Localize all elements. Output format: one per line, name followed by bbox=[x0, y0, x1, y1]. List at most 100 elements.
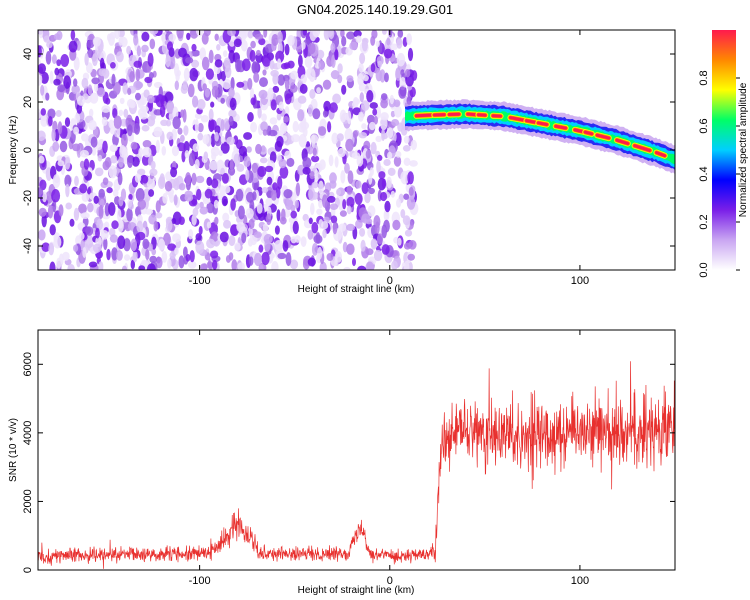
noise-speck bbox=[400, 170, 410, 185]
noise-speck bbox=[137, 199, 146, 210]
noise-speck bbox=[109, 227, 116, 237]
noise-speck bbox=[53, 33, 61, 40]
noise-speck bbox=[396, 198, 402, 208]
noise-speck bbox=[92, 36, 101, 47]
noise-speck bbox=[363, 140, 371, 151]
noise-speck bbox=[318, 219, 324, 229]
noise-speck bbox=[102, 140, 108, 154]
noise-speck bbox=[381, 178, 387, 189]
noise-speck bbox=[151, 248, 157, 256]
noise-speck bbox=[135, 188, 145, 202]
noise-speck bbox=[155, 212, 163, 219]
noise-speck bbox=[297, 95, 307, 104]
noise-speck bbox=[148, 72, 154, 79]
noise-speck bbox=[286, 157, 295, 167]
noise-speck bbox=[121, 133, 128, 147]
x-tick-label: 100 bbox=[571, 275, 589, 287]
noise-speck bbox=[146, 94, 155, 104]
noise-speck bbox=[87, 186, 91, 195]
noise-speck bbox=[183, 67, 190, 82]
noise-speck bbox=[45, 51, 52, 65]
noise-speck bbox=[38, 155, 45, 164]
noise-speck bbox=[60, 54, 70, 67]
noise-speck bbox=[191, 172, 197, 186]
noise-speck bbox=[384, 72, 389, 83]
noise-speck bbox=[368, 187, 375, 195]
noise-speck bbox=[64, 117, 71, 127]
noise-speck bbox=[47, 116, 53, 127]
noise-speck bbox=[142, 146, 152, 158]
noise-speck bbox=[390, 43, 399, 51]
noise-speck bbox=[352, 101, 359, 108]
noise-speck bbox=[329, 180, 337, 189]
noise-speck bbox=[231, 259, 238, 270]
noise-speck bbox=[318, 60, 325, 70]
noise-speck bbox=[135, 81, 144, 89]
noise-speck bbox=[208, 49, 214, 64]
noise-speck bbox=[183, 141, 190, 154]
noise-speck bbox=[203, 30, 211, 37]
noise-speck bbox=[289, 259, 299, 270]
noise-speck bbox=[275, 186, 281, 199]
noise-speck bbox=[117, 235, 126, 249]
noise-speck bbox=[185, 172, 192, 186]
snr-series-line bbox=[38, 361, 675, 569]
noise-speck bbox=[166, 100, 175, 114]
noise-speck bbox=[358, 132, 367, 139]
noise-speck bbox=[133, 122, 141, 135]
noise-speck bbox=[102, 177, 109, 186]
noise-speck bbox=[191, 59, 200, 68]
noise-speck bbox=[375, 135, 383, 143]
noise-speck bbox=[404, 260, 410, 270]
noise-speck bbox=[386, 37, 391, 46]
noise-speck bbox=[52, 141, 60, 152]
ridge-band bbox=[405, 106, 675, 168]
noise-speck bbox=[173, 177, 180, 191]
noise-speck bbox=[409, 160, 418, 167]
noise-speck bbox=[79, 183, 88, 194]
noise-speck bbox=[407, 47, 414, 62]
noise-speck bbox=[373, 249, 383, 262]
noise-speck bbox=[94, 167, 104, 177]
noise-speck bbox=[39, 179, 47, 191]
noise-speck bbox=[101, 116, 108, 126]
noise-speck bbox=[200, 263, 208, 270]
noise-speck bbox=[194, 113, 202, 119]
noise-speck bbox=[316, 49, 325, 59]
noise-speck bbox=[245, 208, 254, 219]
noise-speck bbox=[192, 95, 199, 108]
noise-speck bbox=[38, 45, 42, 58]
noise-speck bbox=[375, 221, 380, 235]
noise-speck bbox=[261, 113, 267, 122]
noise-speck bbox=[284, 43, 290, 56]
noise-speck bbox=[334, 251, 342, 263]
noise-speck bbox=[259, 77, 268, 88]
noise-speck bbox=[277, 252, 287, 260]
noise-speck bbox=[278, 101, 284, 111]
noise-speck bbox=[228, 87, 235, 98]
noise-speck bbox=[355, 219, 363, 229]
noise-speck bbox=[392, 219, 401, 231]
noise-speck bbox=[171, 145, 180, 157]
noise-speck bbox=[329, 102, 338, 113]
noise-speck bbox=[178, 183, 186, 191]
noise-speck bbox=[163, 232, 171, 246]
noise-speck bbox=[219, 231, 229, 243]
noise-speck bbox=[150, 160, 156, 170]
noise-speck bbox=[220, 141, 230, 154]
spectrogram-ridge bbox=[405, 99, 675, 175]
noise-speck bbox=[361, 123, 367, 130]
noise-speck bbox=[358, 63, 364, 73]
noise-speck bbox=[208, 78, 214, 85]
noise-speck bbox=[216, 44, 221, 51]
noise-speck bbox=[249, 49, 256, 62]
noise-speck bbox=[237, 205, 245, 220]
noise-speck bbox=[189, 250, 195, 263]
colorbar-gradient bbox=[712, 30, 736, 270]
spectrogram-ylabel: Frequency (Hz) bbox=[8, 116, 19, 185]
noise-speck bbox=[177, 142, 186, 152]
noise-speck bbox=[67, 264, 75, 270]
spectrogram-noise bbox=[38, 30, 419, 270]
noise-speck bbox=[250, 40, 256, 49]
noise-speck bbox=[136, 45, 141, 57]
